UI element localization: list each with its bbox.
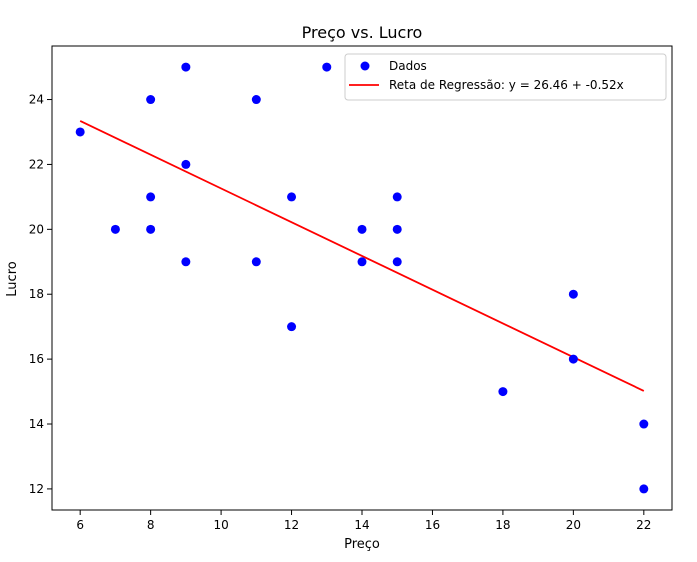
data-point [251, 95, 261, 105]
y-tick-label: 18 [29, 287, 44, 301]
data-point [181, 257, 191, 267]
data-point [287, 322, 297, 332]
data-point [322, 62, 332, 72]
data-point [287, 192, 297, 202]
data-point [639, 419, 649, 429]
regression-line [79, 120, 645, 392]
x-tick-label: 10 [213, 518, 228, 532]
data-point [357, 224, 367, 234]
y-tick-label: 20 [29, 222, 44, 236]
data-point [75, 127, 85, 137]
x-tick-label: 20 [566, 518, 581, 532]
data-point [146, 192, 156, 202]
legend-marker-dados [360, 61, 370, 71]
data-point [639, 484, 649, 494]
x-tick-label: 12 [284, 518, 299, 532]
x-tick-label: 6 [76, 518, 84, 532]
x-axis-label: Preço [344, 537, 380, 552]
plot-area: 6 8 10 12 14 16 18 20 22 12 14 16 18 20 22 24 [29, 45, 673, 532]
data-point [568, 354, 578, 364]
plot-frame [51, 45, 673, 511]
x-tick-label: 18 [495, 518, 510, 532]
data-point [181, 62, 191, 72]
x-tick-label: 8 [147, 518, 155, 532]
y-tick-label: 14 [29, 417, 44, 431]
data-point [568, 289, 578, 299]
y-axis-label: Lucro [5, 261, 20, 296]
data-point [146, 224, 156, 234]
legend: Dados Reta de Regressão: y = 26.46 + -0.5… [344, 53, 667, 101]
y-tick-label: 22 [29, 157, 44, 171]
legend-box [344, 53, 667, 101]
data-point [392, 224, 402, 234]
y-tick-label: 12 [29, 482, 44, 496]
x-tick-label: 22 [636, 518, 651, 532]
data-point [357, 257, 367, 267]
data-point [181, 159, 191, 169]
data-point [498, 387, 508, 397]
legend-label-dados: Dados [389, 59, 427, 73]
data-point [146, 95, 156, 105]
chart-title: Preço vs. Lucro [302, 23, 423, 42]
legend-label-regression: Reta de Regressão: y = 26.46 + -0.52x [389, 78, 624, 92]
data-point [392, 257, 402, 267]
y-tick-label: 16 [29, 352, 44, 366]
x-tick-label: 14 [354, 518, 369, 532]
x-tick-label: 16 [425, 518, 440, 532]
data-point [110, 224, 120, 234]
data-point [392, 192, 402, 202]
y-tick-label: 24 [29, 93, 44, 107]
data-point [251, 257, 261, 267]
